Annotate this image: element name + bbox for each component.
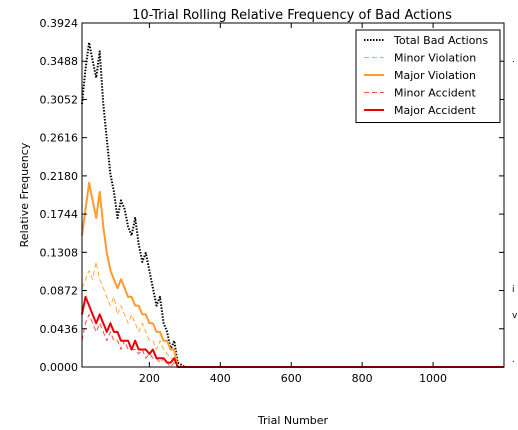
y-axis-title: Relative Frequency	[18, 142, 31, 247]
y-tick-label: 0.0436	[40, 323, 79, 336]
legend-label: Major Accident	[394, 104, 476, 117]
y-tick-label: 0.2616	[40, 132, 79, 145]
x-tick-label: 1000	[419, 372, 447, 385]
y-tick-label: 0.1744	[40, 208, 79, 221]
legend-label: Minor Violation	[394, 52, 476, 65]
x-axis: 200 400 600 800 1000	[139, 23, 447, 385]
y-tick-label: 0.1308	[40, 246, 79, 259]
legend-label: Minor Accident	[394, 87, 476, 100]
series-line-total-bad-actions	[81, 41, 504, 368]
x-tick-label: 200	[139, 372, 160, 385]
y-tick-label: 0.3052	[40, 93, 79, 106]
x-axis-title: Trial Number	[257, 414, 329, 427]
y-tick-label: 0.3488	[40, 55, 79, 68]
y-tick-label: 0.3924	[40, 17, 79, 30]
x-tick-label: 400	[210, 372, 231, 385]
y-tick-label: 0.2180	[40, 170, 79, 183]
y-tick-label: 0.0000	[40, 361, 79, 374]
legend-box	[355, 29, 501, 123]
y-axis: 0.0000 0.0436 0.0872 0.1308 0.1744 0.2180 0.26…	[40, 17, 504, 374]
legend-label: Total Bad Actions	[393, 34, 488, 47]
edge-fragment: i	[512, 285, 515, 295]
series-line-minor-accident	[81, 313, 504, 368]
plot-frame	[81, 22, 505, 368]
x-tick-label: 600	[281, 372, 302, 385]
right-edge-fragments: . i v.	[512, 55, 518, 365]
chart-title: 10-Trial Rolling Relative Frequency of B…	[132, 8, 452, 23]
legend-label: Major Violation	[394, 69, 476, 82]
legend: Total Bad Actions Minor Violation Major Vi…	[355, 29, 501, 123]
edge-fragment: .	[512, 355, 515, 365]
edge-fragment: .	[512, 55, 515, 65]
edge-fragment: v	[512, 311, 518, 321]
y-tick-label: 0.0872	[40, 285, 79, 298]
x-tick-label: 800	[352, 372, 373, 385]
